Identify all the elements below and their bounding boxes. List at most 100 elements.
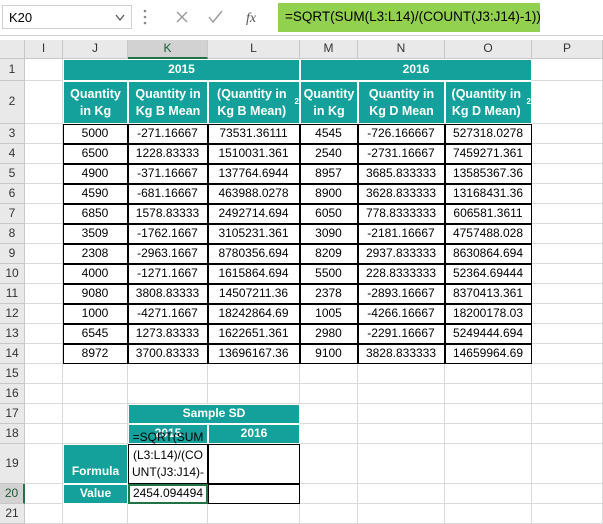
cell[interactable] (358, 484, 445, 504)
cell[interactable] (445, 364, 532, 384)
data-cell[interactable]: -2291.16667 (357, 324, 445, 344)
data-cell[interactable]: 8630864.694 (444, 244, 532, 264)
data-cell[interactable]: 4545 (299, 124, 358, 144)
cell[interactable] (445, 404, 532, 424)
cell[interactable] (532, 144, 603, 164)
cell[interactable] (532, 124, 603, 144)
cell[interactable] (63, 504, 128, 524)
data-cell[interactable]: 463988.0278 (207, 184, 300, 204)
data-cell[interactable]: 2378 (299, 284, 358, 304)
data-cell[interactable]: -2893.16667 (357, 284, 445, 304)
data-cell[interactable]: 3685.833333 (357, 164, 445, 184)
data-cell[interactable]: 5500 (299, 264, 358, 284)
cell[interactable] (532, 424, 603, 444)
data-cell[interactable]: 8209 (299, 244, 358, 264)
data-cell[interactable]: -2731.16667 (357, 144, 445, 164)
cell[interactable] (532, 384, 603, 404)
data-cell[interactable]: 4590 (62, 184, 128, 204)
data-cell[interactable]: 13168431.36 (444, 184, 532, 204)
cell[interactable] (25, 284, 63, 304)
data-cell[interactable]: 8957 (299, 164, 358, 184)
data-cell[interactable]: 3090 (299, 224, 358, 244)
data-cell[interactable]: 3700.83333 (127, 344, 208, 364)
row-header[interactable]: 15 (0, 364, 25, 384)
row-header[interactable]: 9 (0, 244, 25, 264)
cell[interactable] (300, 404, 358, 424)
data-cell[interactable]: 8972 (62, 344, 128, 364)
row-header[interactable]: 20 (0, 484, 25, 504)
data-cell[interactable]: -4271.1667 (127, 304, 208, 324)
cell[interactable] (532, 81, 603, 124)
data-cell[interactable]: 228.8333333 (357, 264, 445, 284)
data-cell[interactable]: 13585367.36 (444, 164, 532, 184)
cell[interactable] (532, 59, 603, 81)
cell[interactable] (63, 364, 128, 384)
data-cell[interactable]: 18242864.69 (207, 304, 300, 324)
cell[interactable] (300, 484, 358, 504)
row-header[interactable]: 1 (0, 59, 25, 81)
cell[interactable] (532, 324, 603, 344)
cell[interactable] (532, 304, 603, 324)
cell[interactable] (25, 304, 63, 324)
cell[interactable] (358, 504, 445, 524)
data-cell[interactable]: 52364.69444 (444, 264, 532, 284)
row-header[interactable]: 21 (0, 504, 25, 524)
cell[interactable] (128, 364, 208, 384)
data-cell[interactable]: 3828.833333 (357, 344, 445, 364)
column-header[interactable]: O (445, 40, 532, 59)
cell[interactable] (358, 444, 445, 484)
empty-cell[interactable] (208, 484, 300, 504)
cell[interactable] (445, 504, 532, 524)
cell[interactable] (25, 59, 63, 81)
row-header[interactable]: 16 (0, 384, 25, 404)
data-cell[interactable]: 7459271.361 (444, 144, 532, 164)
cell[interactable] (532, 164, 603, 184)
data-cell[interactable]: 1005 (299, 304, 358, 324)
row-header[interactable]: 10 (0, 264, 25, 284)
cell[interactable] (532, 224, 603, 244)
row-header[interactable]: 17 (0, 404, 25, 424)
data-cell[interactable]: 18200178.03 (444, 304, 532, 324)
data-cell[interactable]: -271.16667 (127, 124, 208, 144)
data-cell[interactable]: -2181.16667 (357, 224, 445, 244)
column-header[interactable]: N (358, 40, 445, 59)
data-cell[interactable]: 9080 (62, 284, 128, 304)
cell[interactable] (300, 504, 358, 524)
row-header[interactable]: 11 (0, 284, 25, 304)
cell[interactable] (358, 364, 445, 384)
row-header[interactable]: 8 (0, 224, 25, 244)
cell[interactable] (128, 384, 208, 404)
cell[interactable] (300, 364, 358, 384)
data-cell[interactable]: 1228.83333 (127, 144, 208, 164)
cell[interactable] (532, 204, 603, 224)
data-cell[interactable]: 3628.833333 (357, 184, 445, 204)
data-cell[interactable]: 2980 (299, 324, 358, 344)
cell[interactable] (445, 384, 532, 404)
cell[interactable] (445, 484, 532, 504)
cell[interactable] (25, 484, 63, 504)
data-cell[interactable]: 5249444.694 (444, 324, 532, 344)
cell[interactable] (25, 404, 63, 424)
data-cell[interactable]: 606581.3611 (444, 204, 532, 224)
cell[interactable] (25, 204, 63, 224)
cell[interactable] (25, 224, 63, 244)
cell[interactable] (532, 264, 603, 284)
formula-cell[interactable]: =SQRT(SUM(L3:L14)/(COUNT(J3:J14)-1)) (128, 430, 208, 496)
cell[interactable] (208, 364, 300, 384)
data-cell[interactable]: -681.16667 (127, 184, 208, 204)
column-header[interactable]: I (25, 40, 63, 59)
cell[interactable] (358, 404, 445, 424)
data-cell[interactable]: 3808.83333 (127, 284, 208, 304)
cell[interactable] (532, 364, 603, 384)
data-cell[interactable]: 8780356.694 (207, 244, 300, 264)
data-cell[interactable]: 1615864.694 (207, 264, 300, 284)
cell[interactable] (358, 424, 445, 444)
column-header[interactable]: K (128, 40, 208, 59)
cell[interactable] (25, 144, 63, 164)
data-cell[interactable]: 527318.0278 (444, 124, 532, 144)
empty-cell[interactable] (208, 444, 300, 484)
cell[interactable] (25, 184, 63, 204)
cell[interactable] (25, 324, 63, 344)
data-cell[interactable]: 2540 (299, 144, 358, 164)
cell[interactable] (25, 444, 63, 484)
